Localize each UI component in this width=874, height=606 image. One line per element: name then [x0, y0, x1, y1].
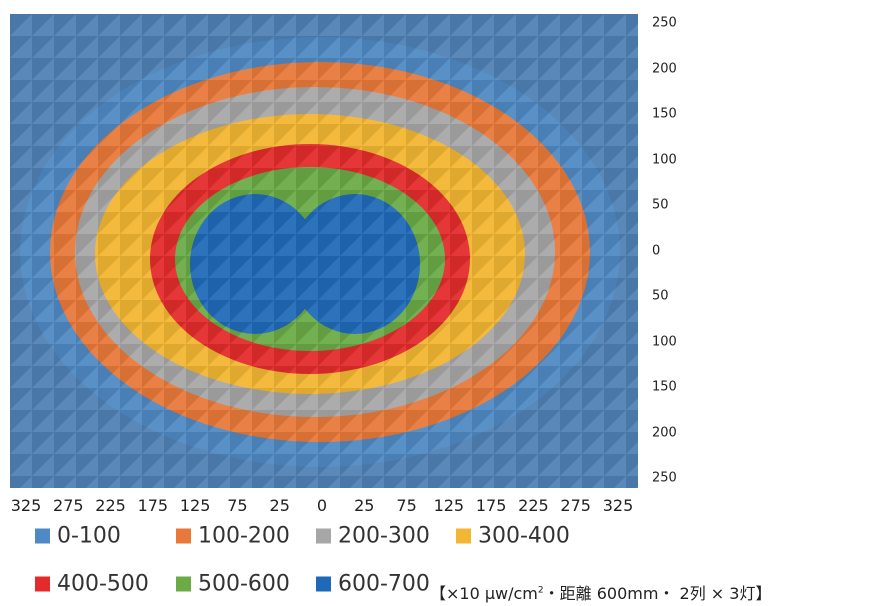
legend-swatch [35, 528, 50, 544]
x-tick-label: 175 [475, 496, 507, 515]
legend-item-100-200: 100-200 [176, 524, 290, 549]
y-tick-label: 0 [652, 243, 661, 258]
legend-label: 600-700 [338, 571, 430, 597]
x-tick-label: 25 [269, 496, 290, 515]
legend-item-500-600: 500-600 [176, 572, 290, 597]
legend-item-400-500: 400-500 [35, 572, 149, 597]
y-tick-label: 150 [652, 106, 677, 122]
footnote-prefix: 【×10 µw/cm [430, 584, 538, 603]
legend-item-300-400: 300-400 [456, 524, 570, 549]
x-tick-label: 75 [227, 496, 248, 515]
y-tick-label: 200 [652, 61, 677, 76]
heatmap-svg [10, 14, 638, 488]
legend-swatch [176, 528, 191, 544]
x-tick-label: 225 [518, 496, 549, 515]
x-tick-label: 175 [137, 496, 169, 515]
legend-label: 200-300 [338, 523, 430, 549]
x-tick-label: 225 [95, 496, 126, 515]
y-tick-label: 100 [652, 334, 677, 349]
y-tick-label: 250 [652, 470, 677, 486]
x-tick-label: 25 [354, 496, 375, 515]
legend-swatch [176, 576, 191, 592]
legend-label: 500-600 [198, 571, 290, 597]
footnote-suffix: ・距離 600mm・ 2列 × 3灯】 [543, 584, 772, 603]
legend-label: 100-200 [198, 523, 290, 549]
x-tick-label: 0 [316, 496, 328, 515]
x-tick-label: 125 [179, 496, 211, 515]
x-tick-label: 125 [433, 496, 465, 515]
x-tick-label: 325 [602, 496, 634, 515]
y-tick-label: 50 [652, 288, 669, 304]
legend-item-0-100: 0-100 [35, 524, 121, 549]
heatmap-plot [10, 14, 638, 488]
legend-label: 400-500 [57, 571, 149, 597]
legend-swatch [316, 528, 331, 544]
x-tick-label: 325 [10, 496, 42, 515]
x-tick-label: 75 [396, 496, 417, 515]
footnote-sup: 2 [537, 585, 544, 596]
x-tick-label: 275 [560, 496, 591, 515]
legend-swatch [316, 576, 331, 592]
legend-label: 0-100 [57, 523, 121, 549]
x-tick-label: 275 [53, 496, 84, 515]
y-tick-label: 150 [652, 379, 677, 395]
y-tick-label: 250 [652, 15, 677, 31]
legend-swatch [456, 528, 471, 544]
grid-texture [10, 14, 638, 488]
y-tick-label: 200 [652, 425, 677, 440]
legend-item-600-700: 600-700 [316, 572, 430, 597]
y-tick-label: 50 [652, 197, 669, 213]
legend-label: 300-400 [478, 523, 570, 549]
legend-swatch [35, 576, 50, 592]
footnote: 【×10 µw/cm2・距離 600mm・ 2列 × 3灯】 [430, 580, 771, 604]
y-tick-label: 100 [652, 152, 677, 167]
legend-item-200-300: 200-300 [316, 524, 430, 549]
